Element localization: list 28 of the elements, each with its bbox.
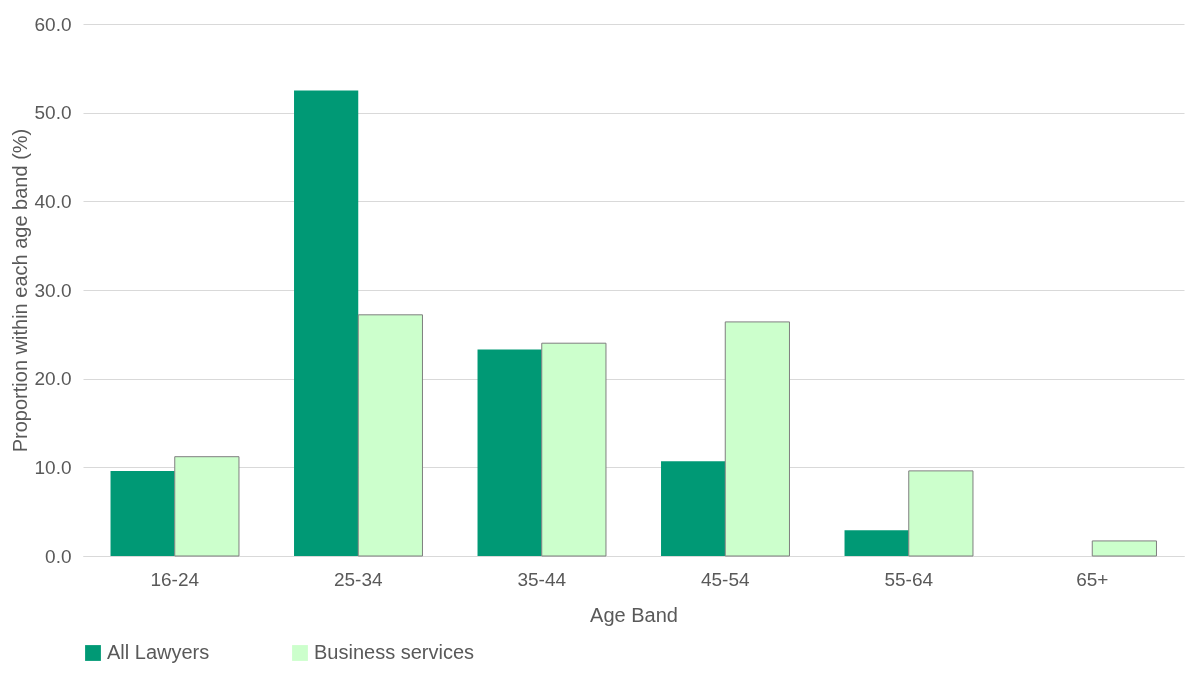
x-tick-label: 35-44 [517,568,567,590]
bar [294,90,359,556]
x-tick-label: 65+ [1076,568,1109,590]
x-axis-title: Age Band [590,603,678,626]
bar [174,456,240,557]
y-tick-label: 50.0 [34,102,72,124]
x-tick-label: 16-24 [150,568,200,590]
y-tick-label: 10.0 [34,456,72,478]
bar [844,530,909,556]
y-tick-label: 30.0 [34,279,72,301]
legend-label: Business services [314,641,475,663]
y-tick-label: 40.0 [34,190,72,212]
bar [908,470,974,557]
bar [110,470,175,556]
y-tick-label: 60.0 [34,13,72,35]
legend-label: All Lawyers [107,641,210,663]
y-axis-title: Proportion within each age band (%) [8,128,31,453]
bar [724,321,790,557]
bar [1091,540,1157,557]
bar [661,461,726,556]
x-tick-label: 55-64 [884,568,934,590]
x-tick-label: 25-34 [333,568,383,590]
bar [541,342,607,557]
y-tick-label: 0.0 [45,545,72,567]
x-tick-label: 45-54 [700,568,750,590]
bar [357,314,423,557]
bar [477,349,542,556]
y-tick-label: 20.0 [34,368,72,390]
